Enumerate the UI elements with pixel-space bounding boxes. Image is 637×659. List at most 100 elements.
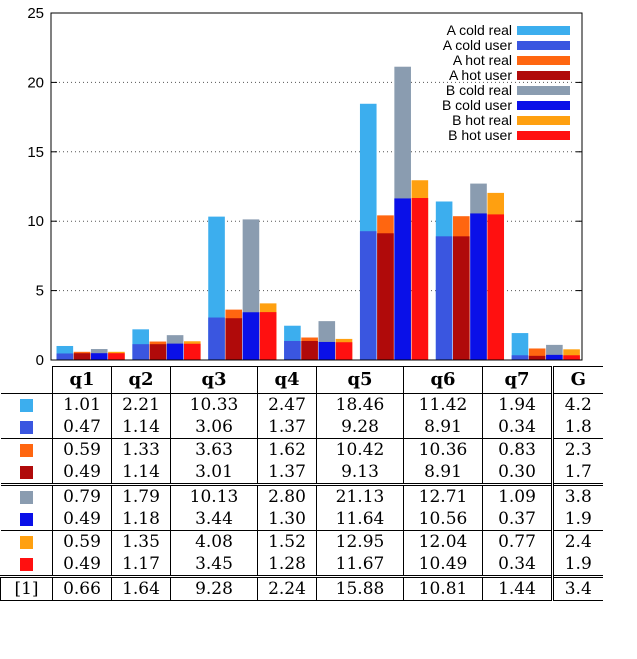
cell-g: 2.3 <box>551 438 603 461</box>
y-tick-label: 0 <box>36 352 44 366</box>
cell-q3: 3.63 <box>170 438 258 461</box>
legend-swatch <box>517 131 570 140</box>
bar-a-cold-user-q5 <box>359 231 377 360</box>
bar-a-hot-user-q7 <box>528 355 546 360</box>
legend-label: B cold real <box>446 82 512 98</box>
y-tick-label: 15 <box>27 144 44 161</box>
cell-q6: 8.91 <box>403 416 483 439</box>
series-key <box>1 508 53 531</box>
cell-q7: 0.34 <box>482 553 553 577</box>
table-row: 0.47 1.14 3.06 1.37 9.28 8.91 0.34 1.8 <box>1 416 603 439</box>
cell-q4: 1.28 <box>257 553 317 577</box>
cell-g: 3.8 <box>551 483 603 508</box>
series-key <box>0 530 53 553</box>
cell-q3: 3.06 <box>170 416 258 439</box>
cell-q6: 8.91 <box>403 461 483 485</box>
cell-q7: 1.09 <box>482 483 553 508</box>
legend-label: A hot user <box>449 67 512 83</box>
table-row: 0.59 1.35 4.08 1.52 12.95 12.04 0.77 2.4 <box>0 530 603 553</box>
bar-b-cold-user-q6 <box>470 213 487 360</box>
bar-a-cold-user-q3 <box>208 317 225 360</box>
cell-q1: 0.49 <box>52 461 112 485</box>
cell-q5: 10.42 <box>316 438 404 461</box>
cell-q4: 1.37 <box>257 461 317 485</box>
bar-a-cold-user-q6 <box>435 236 453 360</box>
header-q1: q1 <box>52 366 112 394</box>
cell-q7: 0.83 <box>482 438 553 461</box>
cell-q6: 12.71 <box>403 483 483 508</box>
cell-q1: 0.79 <box>52 483 112 508</box>
legend-label: A cold real <box>447 22 512 38</box>
legend-label: B hot user <box>448 127 512 143</box>
legend-label: B cold user <box>442 97 512 113</box>
cell-q5: 11.67 <box>316 553 404 577</box>
cell-q2: 1.18 <box>111 508 171 531</box>
table-row: 0.59 1.33 3.63 1.62 10.42 10.36 0.83 2.3 <box>0 438 603 461</box>
cell-q4: 2.80 <box>257 483 317 508</box>
cell-q4: 1.30 <box>257 508 317 531</box>
cell-q7: 0.30 <box>482 461 553 485</box>
axes: 0 5 10 15 20 25 <box>27 5 583 366</box>
bars <box>56 66 580 360</box>
cell-q4: 1.62 <box>257 438 317 461</box>
cell-q2: 1.33 <box>111 438 171 461</box>
cell-q5: 9.28 <box>316 416 404 439</box>
header-q5: q5 <box>316 366 404 394</box>
grid-lines <box>51 81 582 292</box>
series-swatch <box>19 491 33 504</box>
cell-q4: 2.47 <box>257 393 317 416</box>
cell-q3: 10.33 <box>170 393 258 416</box>
header-q3: q3 <box>170 366 258 394</box>
bar-a-hot-user-q4 <box>301 340 318 360</box>
cell-q1: 0.59 <box>52 438 112 461</box>
header-g: G <box>551 366 603 394</box>
legend-swatch <box>517 71 570 80</box>
cell-q7: 0.37 <box>482 508 553 531</box>
header-corner <box>0 366 53 394</box>
reference-label: [1] <box>0 575 53 601</box>
cell-q1: 0.47 <box>52 416 112 439</box>
cell-q5: 9.13 <box>316 461 404 485</box>
cell-g: 1.7 <box>551 461 603 485</box>
cell-q2: 1.17 <box>111 553 171 577</box>
reference-cell-q1: 0.66 <box>52 575 112 601</box>
header-q6: q6 <box>403 366 483 394</box>
header-q7: q7 <box>482 366 553 394</box>
bar-a-hot-user-q6 <box>453 236 470 360</box>
cell-q3: 3.01 <box>170 461 258 485</box>
series-key <box>0 483 53 508</box>
reference-row: [1] 0.66 1.64 9.28 2.24 15.88 10.81 1.44 3.4 <box>0 575 603 601</box>
bar-a-hot-user-q5 <box>377 233 394 360</box>
legend-label: B hot real <box>452 112 512 128</box>
series-swatch <box>19 513 33 526</box>
header-q2: q2 <box>111 366 171 394</box>
cell-q5: 18.46 <box>316 393 404 416</box>
series-swatch <box>19 558 33 571</box>
cell-q6: 10.36 <box>403 438 483 461</box>
y-tick-label: 20 <box>27 74 44 91</box>
series-swatch <box>19 444 33 457</box>
cell-q3: 3.44 <box>170 508 258 531</box>
series-swatch <box>19 466 33 479</box>
bar-b-hot-real-q7 <box>563 349 580 360</box>
bar-a-hot-user-q2 <box>149 344 167 360</box>
bar-b-hot-user-q2 <box>183 343 201 360</box>
cell-q3: 4.08 <box>170 530 258 553</box>
reference-cell-q5: 15.88 <box>316 575 404 601</box>
bar-a-hot-user-q1 <box>73 353 91 360</box>
cell-q2: 1.14 <box>111 461 171 485</box>
cell-q6: 10.56 <box>403 508 483 531</box>
bar-b-cold-user-q4 <box>318 341 336 360</box>
header-q4: q4 <box>257 366 317 394</box>
cell-q6: 10.49 <box>403 553 483 577</box>
cell-q4: 1.37 <box>257 416 317 439</box>
series-swatch <box>19 421 33 434</box>
cell-q6: 12.04 <box>403 530 483 553</box>
bar-b-hot-user-q3 <box>259 312 277 360</box>
legend-swatch <box>517 26 570 35</box>
reference-cell-q7: 1.44 <box>482 575 553 601</box>
cell-q7: 0.34 <box>482 416 553 439</box>
bar-a-cold-user-q2 <box>132 344 149 360</box>
legend-swatch <box>517 86 570 95</box>
